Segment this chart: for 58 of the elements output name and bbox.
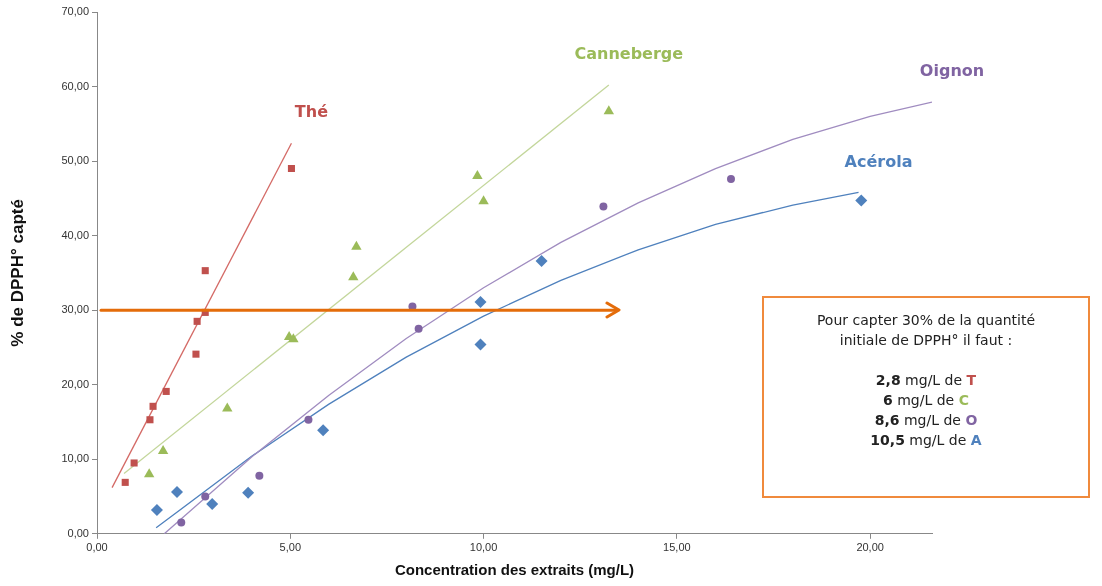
annotation: 6 mg/L de C [882,391,970,410]
y-tick-label: 20,00 [61,377,89,390]
point [192,350,200,358]
y-tick-label: 10,00 [61,452,89,465]
text: Thé [294,102,329,122]
y-tick-label: 70,00 [61,5,89,18]
point [201,492,210,501]
point [121,478,129,486]
point [157,445,169,455]
annotation: 8,6 mg/L de O [873,411,979,430]
x-tick-label: 5,00 [279,541,301,554]
point [146,416,154,424]
point [150,503,163,516]
point [599,202,608,211]
point [351,240,362,250]
point [242,486,255,499]
point [206,497,219,510]
annotation: 10,5 mg/L de A [869,431,983,450]
x-tick-label: 20,00 [856,541,884,554]
point [474,295,487,308]
point [288,333,299,343]
text: Canneberge [574,44,684,64]
text: Oignon [919,61,985,81]
point [149,402,157,410]
point [143,468,155,478]
y-tick-label: 30,00 [61,303,89,316]
point [287,165,295,173]
point [222,402,233,412]
x-tick-label: 15,00 [663,541,691,554]
y-tick-label: 40,00 [61,228,89,241]
point [474,338,487,351]
point [535,254,548,267]
point [171,486,184,499]
point [162,387,170,395]
x-tick-label: 0,00 [86,541,108,554]
y-tick-label: 50,00 [61,154,89,167]
series-label: Acérola [844,151,913,171]
point [317,424,330,437]
point [304,415,313,424]
y-tick-label: 60,00 [61,79,89,92]
point [193,317,201,325]
point [348,271,359,281]
point [201,267,209,275]
x-axis-title: Concentration des extraits (mg/L) [394,561,635,579]
y-axis-title: % de DPPH° capté [7,199,27,347]
point [855,194,868,207]
point [130,459,138,467]
y-tick-label: 0,00 [67,526,89,539]
point [726,174,735,183]
point [177,518,186,527]
point [478,195,489,205]
x-tick-label: 10,00 [469,541,498,554]
point [255,471,264,480]
annotation: 2,8 mg/L de T [874,371,978,390]
point [603,105,615,115]
annotation: Pour capter 30% de la quantité initiale de DPPH° il faut : [815,311,1037,350]
point [472,169,483,179]
point [414,324,423,333]
